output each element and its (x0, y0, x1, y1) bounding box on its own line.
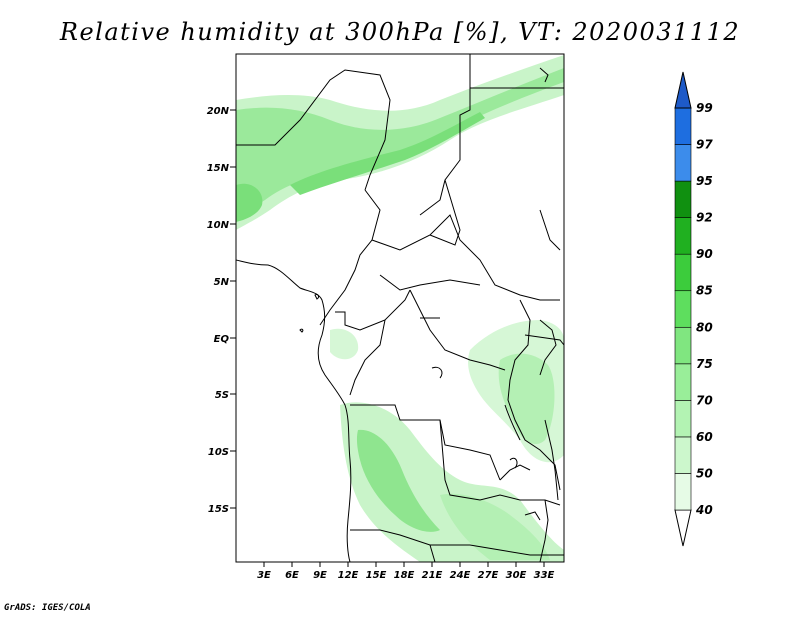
colorbar-box (674, 253, 692, 292)
colorbar: 40 50 60 70 75 80 85 90 92 95 97 99 (674, 71, 713, 547)
lon-label: 3E (257, 570, 271, 581)
colorbar-label: 40 (695, 503, 713, 517)
colorbar-box (674, 473, 692, 511)
colorbar-label: 80 (696, 320, 713, 334)
lon-label: 18E (394, 570, 415, 581)
humidity-band-south-core (356, 429, 440, 532)
humidity-band-east-core (498, 353, 555, 445)
colorbar-box (674, 107, 692, 145)
colorbar-label: 70 (696, 393, 713, 407)
humidity-band-north-peak (290, 112, 485, 195)
colorbar-upper-extend (674, 71, 692, 109)
colorbar-lower-extend (674, 509, 692, 547)
colorbar-label: 85 (696, 284, 713, 298)
lon-label: 15E (366, 570, 387, 581)
humidity-spot-west (236, 183, 263, 222)
lat-label: 15N (207, 163, 230, 174)
lon-label: 24E (450, 570, 471, 581)
lat-label: 5S (215, 390, 229, 401)
lat-label: 5N (214, 277, 230, 288)
lon-label: 33E (534, 570, 555, 581)
colorbar-label: 92 (696, 211, 713, 225)
lon-label: 27E (478, 570, 499, 581)
colorbar-label: 75 (696, 357, 713, 371)
lon-label: 30E (506, 570, 527, 581)
lon-label: 9E (313, 570, 327, 581)
lon-label: 21E (422, 570, 443, 581)
lat-label: EQ (214, 334, 230, 345)
lat-label: 10S (208, 447, 229, 458)
colorbar-label: 50 (696, 466, 713, 480)
humidity-patch-gabon (330, 328, 359, 360)
map-frame (235, 53, 565, 563)
lon-label: 6E (285, 570, 299, 581)
colorbar-box (674, 436, 692, 474)
map-title: Relative humidity at 300hPa [%], VT: 202… (59, 18, 741, 46)
colorbar-box (674, 217, 692, 255)
lat-label: 15S (208, 504, 229, 515)
colorbar-label: 99 (696, 101, 713, 115)
colorbar-label: 95 (696, 174, 713, 188)
colorbar-box (674, 326, 692, 365)
colorbar-box (674, 290, 692, 328)
colorbar-box (674, 400, 692, 438)
lat-label: 10N (207, 220, 230, 231)
colorbar-box (674, 144, 692, 182)
humidity-band-south-east (440, 493, 550, 560)
lat-label: 20N (207, 106, 230, 117)
lon-label: 12E (338, 570, 359, 581)
longitude-ticks (263, 562, 545, 567)
colorbar-box (674, 180, 692, 218)
colorbar-label: 90 (696, 247, 713, 261)
credit-text: GrADS: IGES/COLA (4, 603, 91, 613)
humidity-shading (236, 55, 564, 562)
colorbar-label: 97 (696, 138, 713, 152)
humidity-band-north-core (236, 68, 564, 218)
colorbar-box (674, 363, 692, 401)
west-coastline (236, 259, 352, 562)
latitude-ticks (230, 109, 236, 509)
country-borders (236, 54, 564, 562)
colorbar-label: 60 (696, 430, 713, 444)
